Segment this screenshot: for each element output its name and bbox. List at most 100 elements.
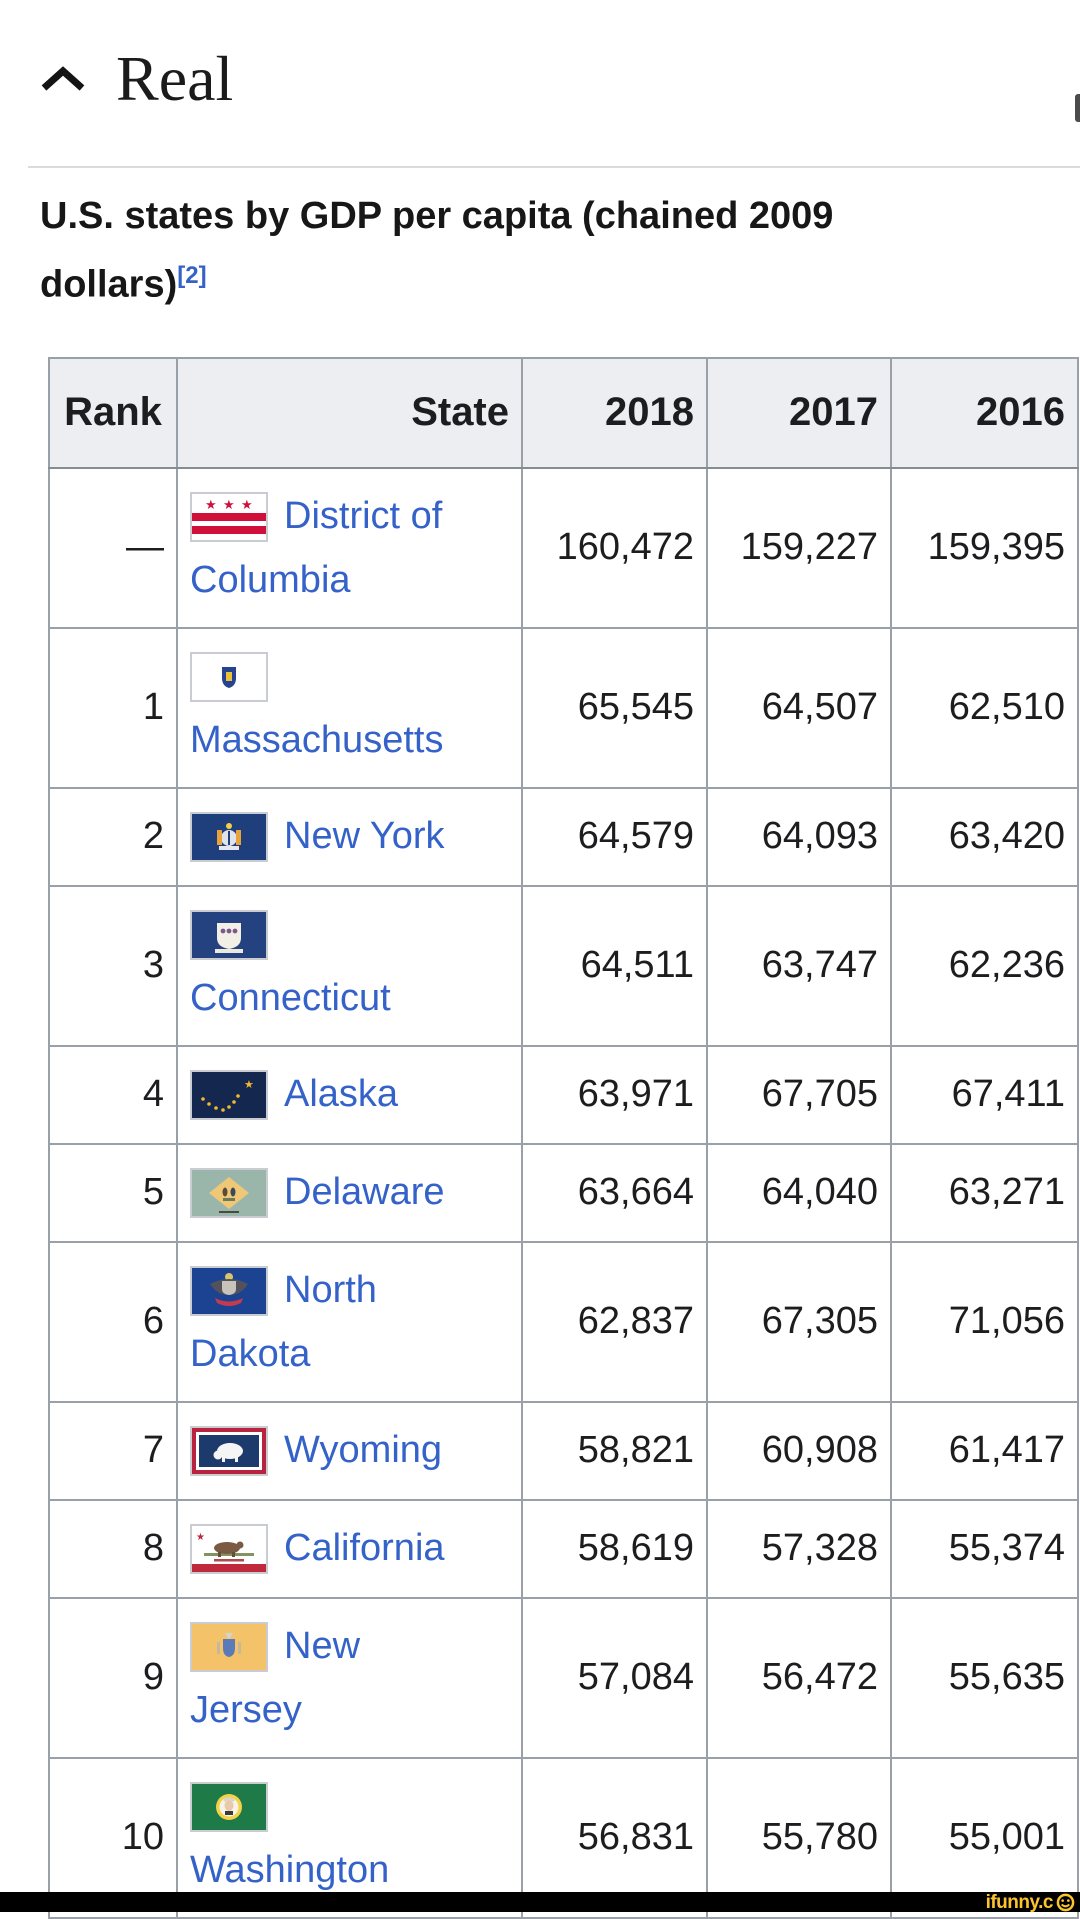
rank-cell: 6 [48,1240,178,1403]
table-header-row: Rank State 2018 2017 2016 [48,356,1079,469]
value-2018-cell: 65,545 [521,626,708,789]
state-cell: ★ ★ ★ District of Columbia [176,466,523,629]
section-title: Real [116,43,234,114]
rank-cell: 1 [48,626,178,789]
state-link-line2[interactable]: Massachusetts [190,718,444,761]
state-cell: ★ California [176,1498,523,1599]
svg-text:★: ★ [196,1532,205,1543]
value-2017-cell: 55,780 [706,1756,892,1919]
ifunny-watermark-bar: ifunny.c [0,1892,1080,1912]
value-2016-cell: 71,056 [890,1240,1079,1403]
page-title-line1: U.S. states by GDP per capita (chained 2… [40,195,834,237]
state-cell: New York [176,786,523,887]
value-2017-cell: 57,328 [706,1498,892,1599]
page-title: U.S. states by GDP per capita (chained 2… [40,186,1040,315]
table-row: 2 New York 64,579 64,093 63,420 [48,786,1079,887]
column-header-state[interactable]: State [176,356,523,469]
state-cell: Washington [176,1756,523,1919]
svg-text:★: ★ [241,497,253,512]
value-2016-cell: 55,374 [890,1498,1079,1599]
table-body: — ★ ★ ★ District of Columbia 160,472 159,2… [48,466,1079,1919]
rank-cell: 5 [48,1142,178,1243]
table-row: 9 New Jersey 57,084 56,472 55,635 [48,1596,1079,1759]
state-cell: Connecticut [176,884,523,1047]
value-2017-cell: 60,908 [706,1400,892,1501]
table-row: 7 Wyoming 58,821 60,908 61,417 [48,1400,1079,1501]
table-row: 6 North Dakota 62,837 67,305 71,056 [48,1240,1079,1403]
value-2016-cell: 63,420 [890,786,1079,887]
value-2017-cell: 63,747 [706,884,892,1047]
column-header-rank[interactable]: Rank [48,356,178,469]
massachusetts-flag-icon [190,651,268,702]
section-divider [28,166,1080,168]
value-2016-cell: 62,510 [890,626,1079,789]
value-2016-cell: 159,395 [890,466,1079,629]
value-2017-cell: 64,507 [706,626,892,789]
rank-cell: 10 [48,1756,178,1919]
rank-cell: 3 [48,884,178,1047]
reference-link[interactable]: [2] [177,262,207,289]
state-link-line2[interactable]: Jersey [190,1688,302,1731]
ifunny-watermark: ifunny.c [985,1891,1054,1913]
state-link[interactable]: District of [284,495,443,538]
new-jersey-flag-icon [190,1621,268,1672]
value-2018-cell: 64,511 [521,884,708,1047]
state-cell: Wyoming [176,1400,523,1501]
district-of-columbia-flag-icon: ★ ★ ★ [190,491,268,542]
state-link[interactable]: North [284,1269,377,1312]
table-row: — ★ ★ ★ District of Columbia 160,472 159,2… [48,466,1079,629]
state-cell: Delaware [176,1142,523,1243]
value-2018-cell: 62,837 [521,1240,708,1403]
washington-flag-icon [190,1781,268,1832]
rank-cell: 4 [48,1044,178,1145]
delaware-flag-icon [190,1167,268,1218]
svg-text:★: ★ [244,1079,254,1091]
state-link[interactable]: New York [284,815,445,858]
value-2018-cell: 58,619 [521,1498,708,1599]
state-link[interactable]: Alaska [284,1073,399,1116]
table-row: 4 ★ Alaska 63,971 67,705 67,411 [48,1044,1079,1145]
page-title-line2: dollars)[2] [40,262,207,306]
new-york-flag-icon [190,811,268,862]
state-link-line2[interactable]: Connecticut [190,976,391,1019]
state-link[interactable]: Wyoming [284,1429,443,1472]
value-2018-cell: 64,579 [521,786,708,887]
value-2016-cell: 63,271 [890,1142,1079,1243]
state-cell: North Dakota [176,1240,523,1403]
table-row: 10 Washington 56,831 55,780 55,001 [48,1756,1079,1919]
state-link[interactable]: New [284,1625,361,1668]
column-header-2017[interactable]: 2017 [706,356,892,469]
rank-cell: 9 [48,1596,178,1759]
value-2017-cell: 67,705 [706,1044,892,1145]
value-2017-cell: 64,040 [706,1142,892,1243]
column-header-2018[interactable]: 2018 [521,356,708,469]
chevron-up-icon [40,66,86,92]
state-link[interactable]: California [284,1527,445,1570]
north-dakota-flag-icon [190,1265,268,1316]
rank-cell: 8 [48,1498,178,1599]
collapsible-section-header[interactable]: Real [0,0,1080,124]
state-cell: New Jersey [176,1596,523,1759]
rank-cell: 2 [48,786,178,887]
screen-edge-artifact [1075,94,1080,122]
state-link-line2[interactable]: Dakota [190,1332,311,1375]
value-2018-cell: 160,472 [521,466,708,629]
state-link-line2[interactable]: Columbia [190,558,351,601]
value-2017-cell: 56,472 [706,1596,892,1759]
value-2017-cell: 159,227 [706,466,892,629]
value-2016-cell: 67,411 [890,1044,1079,1145]
column-header-2016[interactable]: 2016 [890,356,1079,469]
state-link[interactable]: Delaware [284,1171,445,1214]
alaska-flag-icon: ★ [190,1069,268,1120]
wyoming-flag-icon [190,1425,268,1476]
connecticut-flag-icon [190,909,268,960]
value-2018-cell: 63,664 [521,1142,708,1243]
gdp-table: Rank State 2018 2017 2016 — ★ ★ ★ District… [48,356,1079,1919]
state-link-line2[interactable]: Washington [190,1848,390,1891]
value-2016-cell: 55,635 [890,1596,1079,1759]
rank-cell: — [48,466,178,629]
california-flag-icon: ★ [190,1523,268,1574]
svg-text:★: ★ [205,497,217,512]
table-row: 5 Delaware 63,664 64,040 63,271 [48,1142,1079,1243]
value-2016-cell: 62,236 [890,884,1079,1047]
